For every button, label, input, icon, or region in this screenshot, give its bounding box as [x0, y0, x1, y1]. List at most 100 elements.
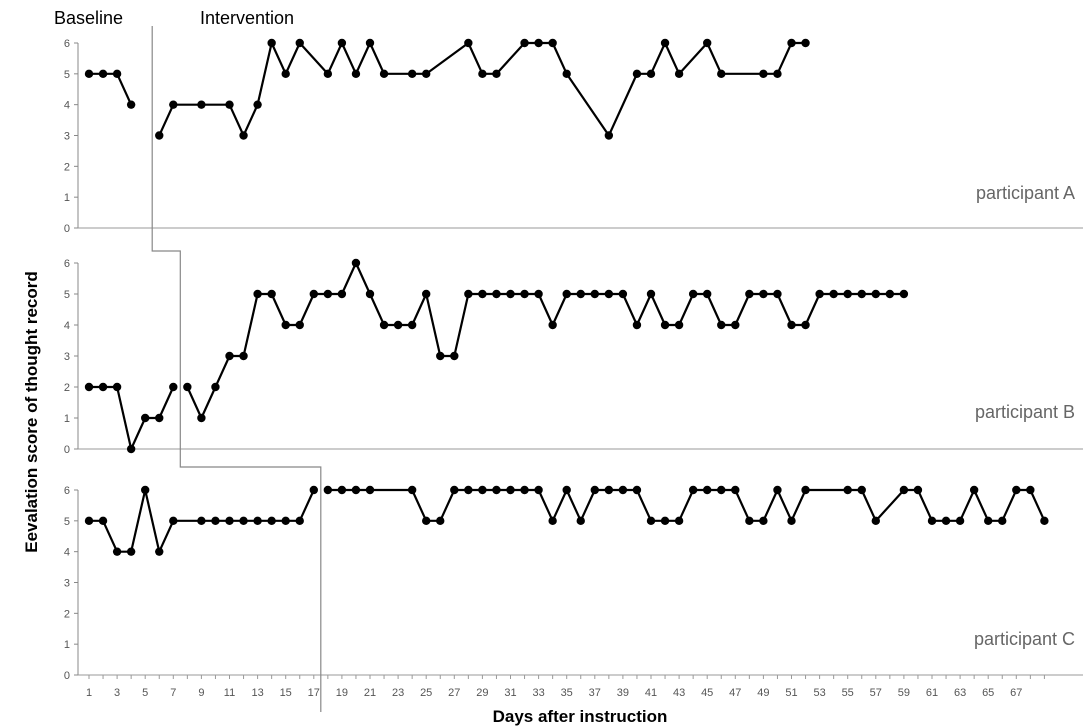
data-point	[295, 516, 304, 526]
phase-change-line	[151, 26, 322, 712]
data-point	[141, 413, 150, 423]
data-point	[169, 516, 178, 526]
data-point	[506, 289, 515, 299]
y-tick-label: 6	[64, 258, 70, 270]
data-point	[225, 100, 234, 109]
data-point	[422, 289, 431, 299]
data-point	[436, 516, 445, 526]
participant-label: participant B	[975, 402, 1075, 422]
x-tick-label: 65	[982, 687, 994, 699]
series-line-intervention	[327, 488, 1046, 522]
data-point	[801, 38, 810, 48]
y-tick-label: 3	[64, 578, 70, 590]
data-point	[618, 289, 628, 299]
y-tick-label: 2	[64, 608, 70, 620]
data-point	[478, 69, 487, 79]
data-point	[618, 485, 628, 495]
x-tick-label: 41	[645, 687, 657, 699]
data-point	[604, 131, 614, 140]
data-point	[857, 289, 866, 299]
phase-change-line-group	[151, 26, 322, 712]
y-tick-label: 4	[64, 100, 70, 112]
x-tick-label: 15	[280, 687, 292, 699]
y-tick-label: 0	[64, 670, 70, 682]
data-point	[464, 38, 473, 48]
data-point	[253, 100, 262, 109]
series-line-intervention	[158, 41, 806, 137]
data-point	[506, 485, 515, 495]
x-tick-label: 55	[842, 687, 854, 699]
data-point	[211, 516, 220, 526]
x-tick-label: 25	[420, 687, 432, 699]
data-point	[337, 485, 347, 495]
data-point	[351, 69, 361, 79]
data-point	[155, 547, 164, 556]
data-point	[112, 382, 122, 392]
data-point	[1012, 485, 1021, 495]
data-point	[239, 351, 248, 361]
data-point	[562, 289, 571, 299]
series-line-intervention	[186, 261, 904, 420]
data-point	[590, 485, 599, 495]
data-point	[941, 516, 951, 526]
x-tick-label: 27	[448, 687, 460, 699]
data-point	[520, 289, 529, 299]
x-tick-label: 43	[673, 687, 685, 699]
data-point	[365, 485, 375, 495]
data-point	[534, 485, 543, 495]
data-point	[562, 485, 571, 495]
y-tick-label: 4	[64, 547, 70, 559]
data-point	[548, 516, 557, 526]
data-point	[281, 516, 290, 526]
data-point	[295, 38, 304, 48]
x-tick-label: 57	[870, 687, 882, 699]
data-point	[646, 69, 656, 79]
data-point	[450, 485, 459, 495]
data-point	[450, 351, 459, 361]
series-line-baseline	[89, 488, 315, 553]
data-point	[773, 289, 782, 299]
x-tick-label: 21	[364, 687, 376, 699]
x-tick-label: 35	[561, 687, 573, 699]
data-point	[98, 382, 108, 392]
data-point	[183, 382, 192, 392]
data-point	[520, 38, 529, 48]
data-point	[801, 485, 810, 495]
data-point	[253, 516, 262, 526]
data-point	[365, 38, 375, 48]
data-point	[155, 413, 164, 423]
x-tick-labels: 1 3 5 7 9 11 13 15 17 19 21 23 25 27 29 31 33 35 37 39 41 43 4…	[86, 675, 1045, 699]
data-point	[141, 485, 150, 495]
data-point	[759, 289, 768, 299]
data-point	[126, 100, 136, 109]
data-point	[562, 69, 571, 79]
participant-label: participant A	[976, 183, 1075, 203]
data-point	[379, 320, 389, 330]
x-tick-label: 33	[532, 687, 544, 699]
y-tick-label: 5	[64, 289, 70, 301]
data-point	[998, 516, 1007, 526]
data-point	[857, 485, 866, 495]
y-tick-label: 5	[64, 69, 70, 81]
data-point	[646, 516, 656, 526]
data-point	[871, 289, 880, 299]
y-tick-label: 2	[64, 382, 70, 394]
data-point	[351, 258, 361, 268]
x-tick-label: 39	[617, 687, 629, 699]
data-point	[759, 516, 768, 526]
data-point	[787, 516, 796, 526]
data-point	[717, 485, 726, 495]
data-point	[534, 289, 543, 299]
data-point	[632, 69, 642, 79]
data-point	[126, 547, 136, 556]
data-point	[899, 289, 909, 299]
x-tick-label: 67	[1010, 687, 1022, 699]
y-tick-label: 6	[64, 485, 70, 497]
data-point	[323, 289, 333, 299]
data-point	[337, 38, 347, 48]
data-point	[267, 289, 276, 299]
data-point	[211, 382, 220, 392]
baseline-label: Baseline	[54, 8, 123, 28]
data-point	[660, 516, 670, 526]
